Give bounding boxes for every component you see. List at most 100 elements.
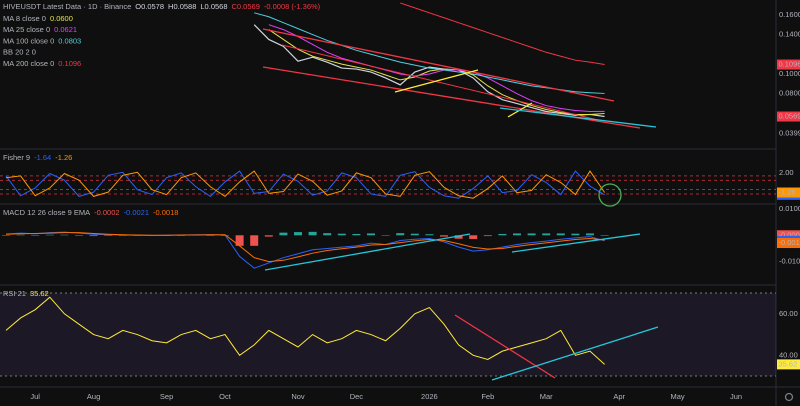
histogram-bar: [75, 235, 83, 236]
histogram-bar: [571, 233, 580, 236]
histogram-bar: [118, 235, 127, 236]
x-tick-label: Sep: [160, 392, 173, 401]
y-tick-label: 0.0800: [779, 89, 800, 98]
x-tick-label: Apr: [613, 392, 625, 401]
histogram-bar: [177, 235, 186, 236]
histogram-bar: [600, 235, 609, 236]
legend-title: MACD 12 26 close 9 EMA: [3, 208, 90, 217]
histogram-bar: [483, 235, 492, 237]
line-series: [253, 24, 605, 118]
histogram-bar: [425, 234, 434, 236]
ohlc-value: O0.0578: [135, 2, 164, 11]
labels: Jul Aug Sep Oct Nov Dec 2026 Feb Mar Apr May Jun 0.1…: [3, 2, 800, 401]
line-series: [254, 12, 605, 94]
price-box: [777, 111, 800, 122]
price-box: [777, 359, 800, 370]
legend-value: -0.0021: [124, 208, 149, 217]
x-tick-label: Aug: [87, 392, 100, 401]
histogram-bar: [89, 235, 98, 237]
price-box: [777, 230, 800, 241]
price-box-label: 0.0569: [779, 112, 800, 121]
histogram-bar: [308, 231, 317, 236]
histogram-bar: [279, 232, 288, 236]
line-series: [5, 231, 605, 269]
legend-label: MA 8 close 0: [3, 14, 46, 23]
x-tick-label: 2026: [421, 392, 438, 401]
histogram-bar: [16, 234, 25, 236]
price-box: [777, 238, 800, 249]
histogram-bar: [440, 235, 448, 237]
legend-label: BB 20 2 0: [3, 48, 36, 57]
legend-value: 0.0600: [50, 14, 73, 23]
legend-entry: MA 100 close 0 0.0803: [3, 36, 81, 45]
x-tick-label: Nov: [291, 392, 305, 401]
legend-title: Fisher 9: [3, 153, 30, 162]
y-tick-label: 0.1600: [779, 10, 800, 19]
x-tick-label: Jun: [730, 392, 742, 401]
histogram-bar: [60, 234, 69, 236]
legend-value: 0.0803: [58, 36, 81, 45]
y-tick-label: 0.0399: [779, 128, 800, 137]
histogram-bar: [337, 233, 346, 236]
marks: [2, 2, 609, 365]
price-box-label: 35.62: [779, 359, 798, 368]
line-series: [268, 24, 605, 112]
histogram-bar: [323, 233, 332, 236]
header: HIVEUSDT Latest Data · 1D · Binance O0.05…: [3, 2, 321, 11]
histogram-bar: [527, 233, 536, 236]
line-series: [268, 29, 605, 115]
histogram-bar: [104, 235, 113, 236]
legend-label: MA 100 close 0: [3, 36, 54, 45]
legend-entry: MA 25 close 0 0.0621: [3, 25, 77, 34]
y-tick-label: 0.1000: [779, 69, 800, 78]
line-series: [400, 2, 605, 66]
legend-entry: MA 200 close 0 0.1096: [3, 59, 81, 68]
histogram-bar: [556, 233, 565, 236]
y-tick-label: 40.00: [779, 350, 798, 359]
price-box: [777, 187, 800, 198]
legend-value: -1.64: [34, 153, 51, 162]
x-tick-label: Mar: [540, 392, 553, 401]
legend-value: -0.0018: [153, 208, 178, 217]
histogram-bar: [454, 235, 463, 239]
x-tick-label: Oct: [219, 392, 232, 401]
symbol: HIVEUSDT Latest Data · 1D · Binance: [3, 2, 131, 11]
x-tick-label: May: [671, 392, 685, 401]
ohlc-value: -0.0008 (-1.36%): [264, 2, 321, 11]
x-tick-label: Feb: [481, 392, 494, 401]
histogram-bar: [235, 235, 244, 246]
price-box-label: -0.0002: [779, 230, 800, 239]
histogram-bar: [498, 233, 507, 236]
histogram-bar: [352, 233, 361, 236]
legend-value: 0.1096: [58, 59, 81, 68]
line-series: [5, 170, 606, 199]
ohlc-value: C0.0569: [232, 2, 260, 11]
price-box-label: -1.26: [779, 188, 796, 197]
band: [0, 293, 776, 377]
histogram-bar: [513, 233, 521, 236]
histogram-bar: [45, 234, 54, 236]
histogram-bar: [381, 235, 390, 236]
y-tick-label: 0.0100: [779, 204, 800, 213]
line-series: [5, 170, 605, 199]
legend-title: RSI 21: [3, 289, 26, 298]
price-box-label: 0.1096: [779, 60, 800, 69]
legend-value: -1.26: [55, 153, 72, 162]
histogram-bar: [264, 235, 273, 237]
legend-entry: RSI 21 35.62: [3, 289, 49, 298]
legend-value: 35.62: [30, 289, 49, 298]
y-tick-label: 0.1400: [779, 30, 800, 39]
y-tick-label: 2.00: [779, 168, 794, 177]
legend-entry: MACD 12 26 close 9 EMA -0.0002 -0.0021 -0.0…: [3, 208, 178, 217]
histogram-bar: [410, 233, 419, 236]
line-series: [5, 296, 605, 365]
histogram-bar: [542, 233, 551, 236]
drawings: [262, 28, 794, 402]
x-tick-label: Jul: [30, 392, 40, 401]
price-box-label: -0.0018: [779, 238, 800, 247]
histogram-bar: [250, 235, 259, 246]
histogram-bar: [2, 235, 10, 236]
